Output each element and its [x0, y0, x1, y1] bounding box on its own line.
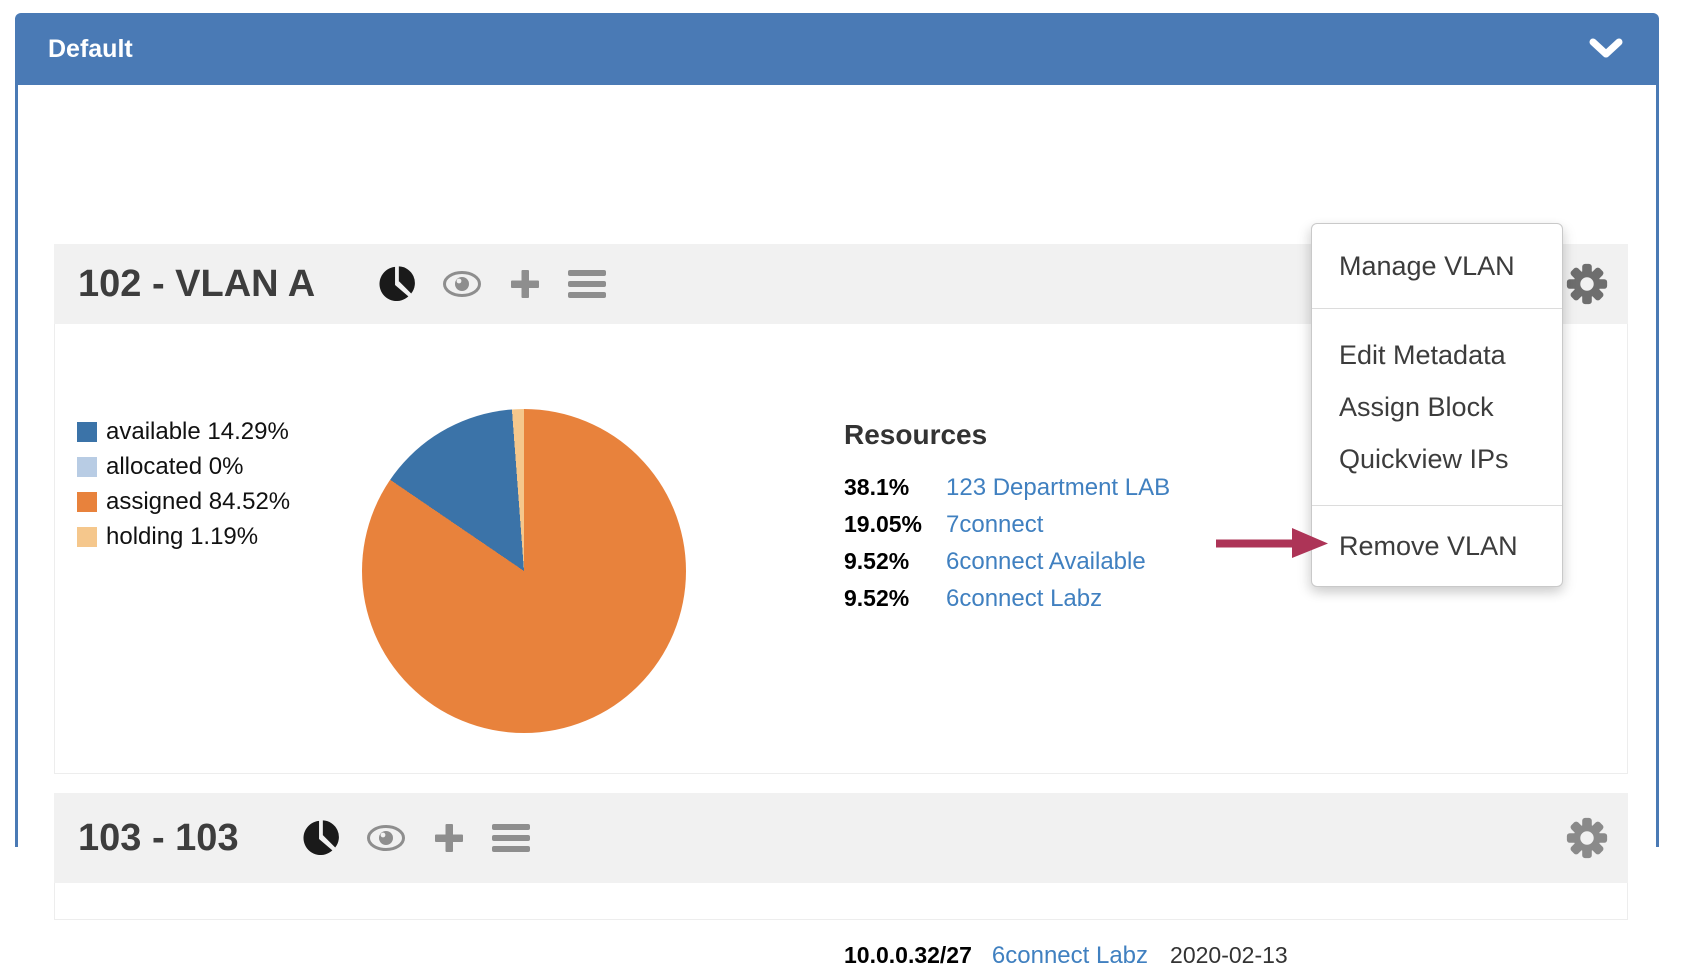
resource-link[interactable]: 123 Department LAB — [946, 474, 1171, 501]
legend-item-holding: holding 1.19% — [77, 523, 290, 551]
vlan-103-toolbar — [301, 819, 530, 857]
assignment-row: 10.0.0.32/27 6connect Labz 2020-02-13 — [844, 942, 1288, 970]
eye-icon[interactable] — [366, 824, 406, 852]
gear-icon[interactable] — [1564, 261, 1610, 307]
resource-pct: 9.52% — [844, 585, 910, 611]
resources-heading: Resources — [844, 419, 988, 450]
resource-link[interactable]: 7connect — [946, 511, 1044, 538]
legend-swatch-allocated — [77, 457, 97, 477]
resource-link[interactable]: 6connect Labz — [946, 585, 1103, 612]
legend-swatch-available — [77, 422, 97, 442]
vlan-103-header: 103 - 103 — [54, 793, 1628, 883]
plus-icon[interactable] — [509, 268, 541, 300]
utilization-pie-chart — [362, 409, 686, 733]
resource-pct: 38.1% — [844, 474, 910, 500]
legend-item-assigned: assigned 84.52% — [77, 488, 290, 516]
menu-item-manage-vlan[interactable]: Manage VLAN — [1339, 251, 1515, 281]
pie-legend: available 14.29% allocated 0% assigned 8… — [77, 418, 290, 551]
vlan-panel-103: 103 - 103 — [54, 793, 1628, 920]
pie-chart-icon[interactable] — [301, 819, 339, 857]
menu-icon[interactable] — [568, 269, 607, 299]
resource-row: 9.52% 6connect Available — [844, 548, 1170, 576]
assignment-block: 10.0.0.32/27 — [844, 942, 972, 968]
legend-item-allocated: allocated 0% — [77, 453, 290, 481]
menu-group: Manage VLAN — [1312, 224, 1562, 308]
legend-item-available: available 14.29% — [77, 418, 290, 446]
vlan-103-body — [54, 883, 1628, 920]
resource-link[interactable]: 6connect Available — [946, 548, 1146, 575]
menu-item-quickview-ips[interactable]: Quickview IPs — [1339, 444, 1509, 474]
accordion-title: Default — [48, 34, 133, 63]
pie-chart-icon[interactable] — [377, 265, 416, 303]
legend-swatch-holding — [77, 527, 97, 547]
chevron-down-icon[interactable] — [1589, 38, 1623, 60]
gear-icon[interactable] — [1564, 815, 1610, 861]
resource-row: 19.05% 7connect — [844, 511, 1170, 539]
vlan-102-title: 102 - VLAN A — [78, 262, 316, 305]
menu-item-assign-block[interactable]: Assign Block — [1339, 392, 1494, 422]
legend-swatch-assigned — [77, 492, 97, 512]
menu-icon[interactable] — [491, 823, 530, 853]
assignment-date: 2020-02-13 — [1170, 942, 1288, 968]
menu-item-remove-vlan[interactable]: Remove VLAN — [1339, 531, 1518, 561]
resource-row: 38.1% 123 Department LAB — [844, 474, 1170, 502]
plus-icon[interactable] — [433, 822, 465, 854]
accordion-header[interactable]: Default — [15, 13, 1659, 85]
vlan-103-title: 103 - 103 — [78, 816, 239, 859]
assignment-link[interactable]: 6connect Labz — [991, 942, 1149, 969]
gear-context-menu: Manage VLAN Edit Metadata Assign Block Q… — [1311, 223, 1563, 587]
menu-item-edit-metadata[interactable]: Edit Metadata — [1339, 340, 1506, 370]
resource-pct: 9.52% — [844, 548, 910, 574]
eye-icon[interactable] — [442, 270, 482, 298]
vlan-102-toolbar — [377, 265, 607, 303]
resource-pct: 19.05% — [844, 511, 923, 537]
menu-group: Edit Metadata Assign Block Quickview IPs — [1312, 308, 1562, 505]
menu-group: Remove VLAN — [1312, 505, 1562, 586]
resource-row: 9.52% 6connect Labz — [844, 585, 1170, 613]
resources-list: 38.1% 123 Department LAB 19.05% 7connect… — [844, 474, 1170, 613]
